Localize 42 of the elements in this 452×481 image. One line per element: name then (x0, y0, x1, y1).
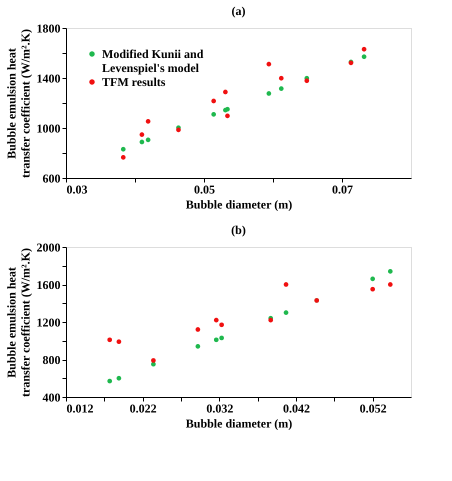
point (214, 337, 219, 342)
y-axis-title: Bubble emulsion heat transfer coefficient (W/m².K) (4, 29, 32, 178)
x-tick-label: 0.03 (66, 182, 88, 196)
x-tick-label: 0.012 (66, 402, 94, 416)
chart-title: (b) (231, 223, 246, 237)
x-tick-label: 0.032 (206, 402, 234, 416)
x-axis-title: Bubble diameter (m) (186, 416, 292, 430)
x-tick-label: 0.022 (130, 402, 157, 416)
y-tick-label: 1600 (36, 278, 60, 292)
point (219, 322, 224, 328)
x-tick-label: 0.052 (360, 402, 387, 416)
point (284, 282, 288, 287)
y-tick-label: 1000 (36, 122, 60, 136)
point (284, 310, 288, 315)
y-tick-label: 600 (42, 172, 60, 186)
y-axis-title: Bubble emulsion heat transfer coefficient (W/m².K) (4, 248, 32, 397)
y-tick-label: 1800 (36, 22, 60, 36)
point (107, 378, 112, 384)
chart-title: (a) (232, 4, 246, 18)
point (214, 318, 219, 322)
x-axis-title: Bubble diameter (m) (186, 198, 292, 212)
point (219, 336, 224, 340)
y-tick-label: 400 (42, 390, 60, 404)
point (151, 358, 156, 363)
point (370, 276, 376, 282)
point (107, 337, 112, 342)
point (196, 327, 200, 332)
y-tick-label: 1200 (36, 316, 60, 330)
point (388, 282, 393, 287)
point (116, 339, 122, 344)
x-tick-label: 0.07 (332, 182, 353, 196)
x-tick-label: 0.05 (194, 182, 215, 196)
point (116, 376, 122, 381)
y-tick-label: 2000 (36, 240, 60, 254)
point (388, 269, 393, 274)
point (196, 344, 200, 349)
y-tick-label: 800 (42, 353, 60, 367)
legend-label: TFM results (102, 75, 166, 89)
y-tick-label: 1400 (36, 72, 60, 86)
point (370, 286, 376, 292)
legend-label: Modified Kunii and Levenspiel's model (102, 47, 204, 75)
x-tick-label: 0.042 (283, 402, 310, 416)
